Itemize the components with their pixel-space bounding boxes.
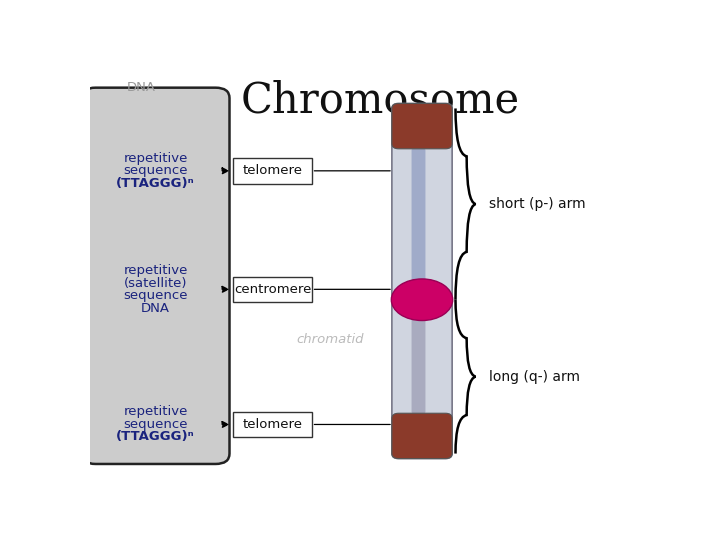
- Text: DNA: DNA: [141, 301, 170, 314]
- Text: long (q-) arm: long (q-) arm: [489, 370, 580, 383]
- Text: sequence: sequence: [123, 418, 188, 431]
- Text: Chromosome: Chromosome: [240, 79, 520, 122]
- Text: (TTAGGG)ⁿ: (TTAGGG)ⁿ: [116, 430, 195, 443]
- FancyBboxPatch shape: [392, 104, 452, 149]
- Text: repetitive: repetitive: [123, 406, 188, 419]
- Text: telomere: telomere: [243, 418, 302, 431]
- Text: DNA: DNA: [127, 81, 156, 94]
- Text: centromere: centromere: [234, 283, 312, 296]
- FancyBboxPatch shape: [392, 104, 452, 307]
- Text: sequence: sequence: [123, 164, 188, 177]
- FancyBboxPatch shape: [392, 293, 452, 458]
- Text: chromatid: chromatid: [296, 333, 364, 346]
- FancyBboxPatch shape: [233, 276, 312, 302]
- FancyBboxPatch shape: [81, 87, 230, 464]
- Text: sequence: sequence: [123, 289, 188, 302]
- Text: (satellite): (satellite): [124, 276, 187, 289]
- Text: repetitive: repetitive: [123, 152, 188, 165]
- Ellipse shape: [392, 279, 453, 321]
- FancyBboxPatch shape: [233, 412, 312, 437]
- Text: repetitive: repetitive: [123, 264, 188, 277]
- Text: short (p-) arm: short (p-) arm: [489, 197, 585, 211]
- Text: telomere: telomere: [243, 164, 302, 177]
- FancyBboxPatch shape: [412, 301, 426, 413]
- Text: (TTAGGG)ⁿ: (TTAGGG)ⁿ: [116, 177, 195, 190]
- FancyBboxPatch shape: [412, 149, 426, 299]
- FancyBboxPatch shape: [392, 413, 452, 458]
- FancyBboxPatch shape: [233, 158, 312, 184]
